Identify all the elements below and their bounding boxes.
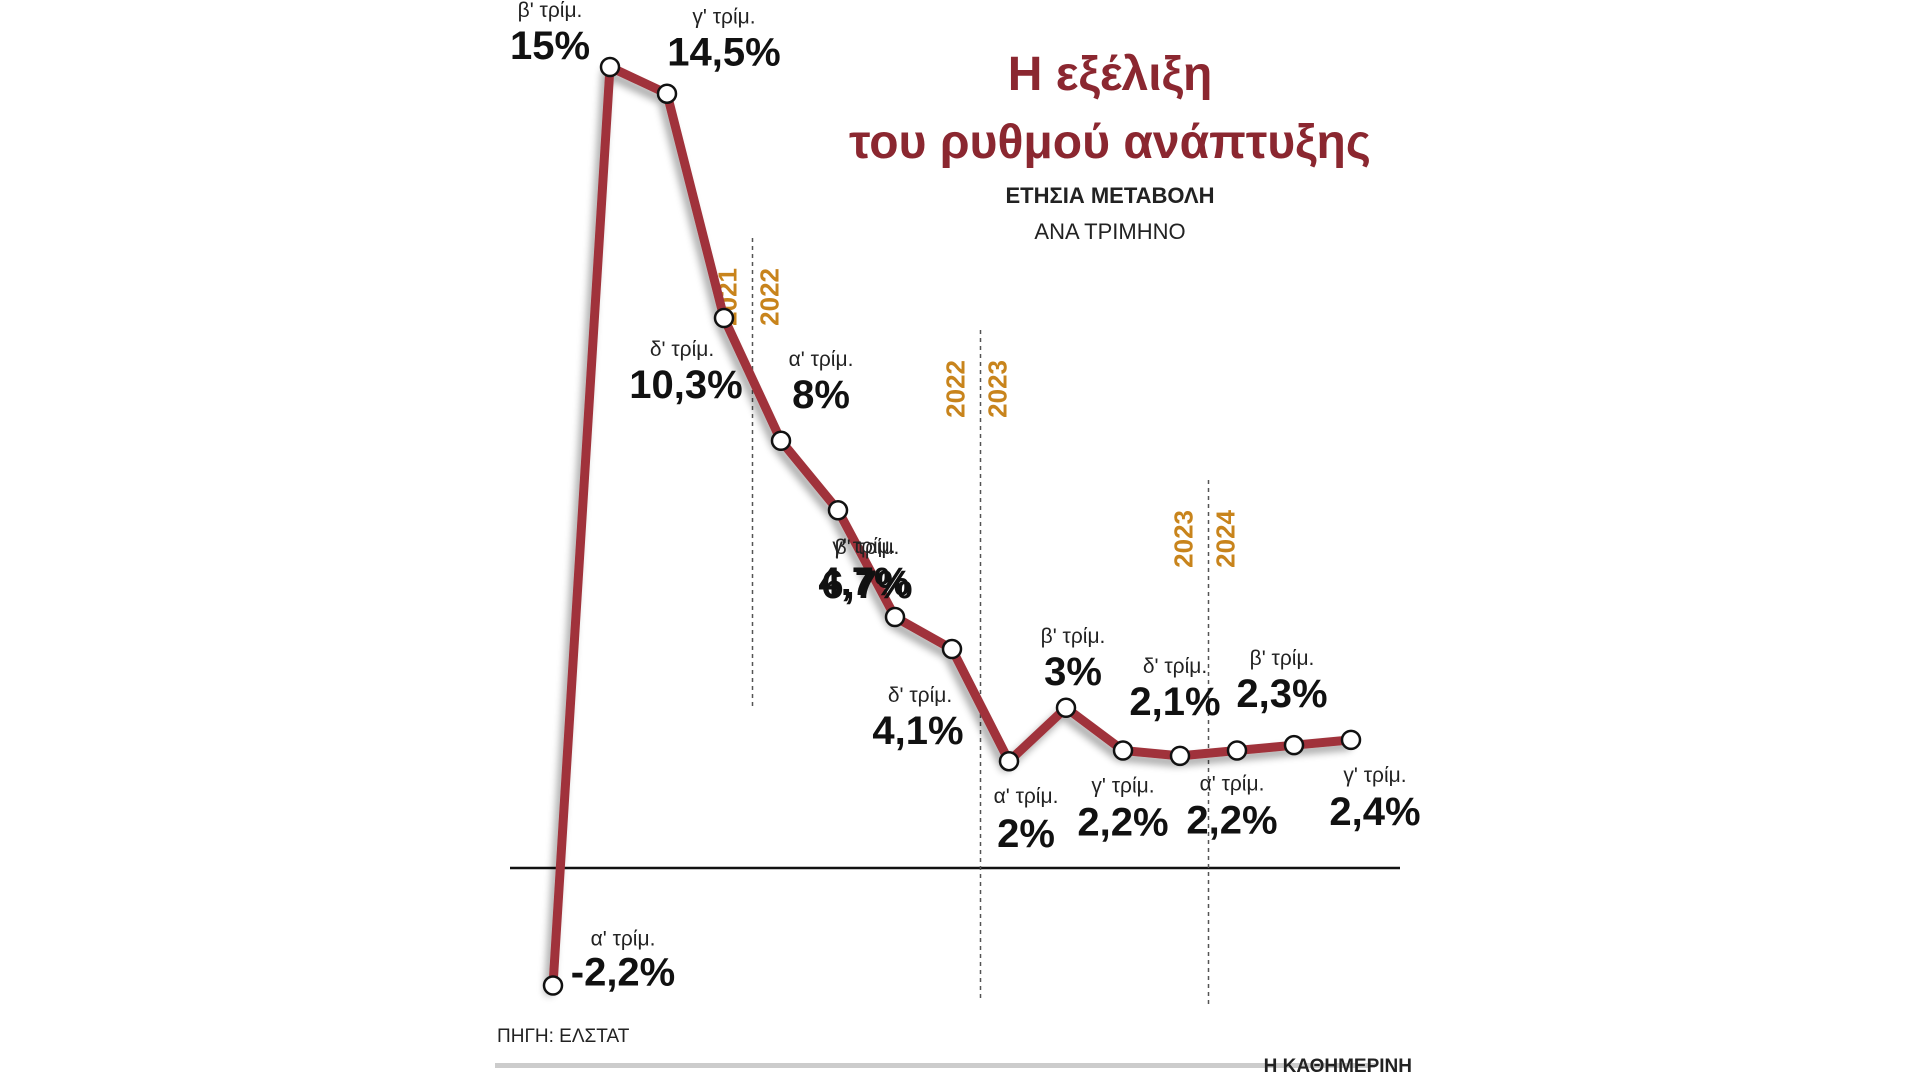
- growth-series: [542, 56, 1362, 996]
- year-label-before: 2022: [941, 360, 971, 418]
- year-label-after: 2024: [1211, 509, 1241, 567]
- chart-title-line2: του ρυθμού ανάπτυξης: [849, 116, 1371, 169]
- value-label: 2,4%: [1329, 790, 1420, 834]
- value-label: 8%: [792, 373, 850, 417]
- value-label: 2,2%: [1077, 801, 1168, 845]
- quarter-label: γ' τρίμ.: [1343, 764, 1406, 787]
- value-label: -2,2%: [571, 950, 676, 994]
- quarter-label: α' τρίμ.: [789, 348, 854, 371]
- data-point: [998, 750, 1020, 772]
- data-point: [656, 83, 678, 104]
- value-label: 14,5%: [667, 31, 780, 75]
- chart-subtitle-line1: ΕΤΗΣΙΑ ΜΕΤΑΒΟΛΗ: [1006, 183, 1215, 208]
- quarter-label: α' τρίμ.: [994, 785, 1059, 808]
- data-point: [1112, 740, 1134, 761]
- value-label: 6,7%: [821, 563, 912, 607]
- value-label: 2,3%: [1236, 672, 1327, 716]
- value-label: 2,2%: [1186, 799, 1277, 843]
- value-label: 2,1%: [1129, 680, 1220, 724]
- value-label: 4,7%: [818, 560, 909, 604]
- data-point: [827, 499, 849, 521]
- value-label: 15%: [510, 24, 590, 68]
- year-label-after: 2023: [983, 360, 1013, 418]
- data-point: [1226, 740, 1248, 761]
- quarter-label: β' τρίμ.: [518, 0, 583, 22]
- chart-subtitle-line2: ΑΝΑ ΤΡΙΜΗΝΟ: [1034, 219, 1185, 244]
- quarter-label: β' τρίμ.: [835, 536, 900, 559]
- quarter-label: δ' τρίμ.: [650, 338, 714, 361]
- data-point: [542, 975, 564, 996]
- point-labels: α' τρίμ.-2,2%β' τρίμ.15%γ' τρίμ.14,5%δ' …: [510, 0, 1421, 994]
- data-point: [1169, 745, 1191, 767]
- value-label: 2%: [997, 812, 1055, 856]
- quarter-label: γ' τρίμ.: [832, 535, 895, 558]
- value-label: 3%: [1044, 650, 1102, 694]
- data-point: [884, 606, 906, 628]
- data-point: [599, 56, 621, 78]
- data-point: [1283, 734, 1305, 756]
- year-label-before: 2023: [1169, 510, 1199, 568]
- data-point: [1340, 729, 1362, 751]
- brand-name: Η ΚΑΘΗΜΕΡΙΝΗ: [1264, 1056, 1412, 1077]
- quarter-label: β' τρίμ.: [1041, 625, 1106, 648]
- quarter-label: δ' τρίμ.: [888, 684, 952, 707]
- quarter-label: γ' τρίμ.: [1091, 775, 1154, 798]
- data-point: [941, 638, 963, 660]
- quarter-label: α' τρίμ.: [1200, 773, 1265, 796]
- value-label: 10,3%: [629, 363, 742, 407]
- footer-rule: [495, 1063, 1375, 1068]
- data-point: [1055, 697, 1077, 719]
- source-note: ΠΗΓΗ: ΕΛΣΤΑΤ: [497, 1026, 630, 1047]
- chart-title-line1: Η εξέλιξη: [1008, 48, 1213, 101]
- quarter-label: α' τρίμ.: [591, 927, 656, 950]
- year-label-after: 2022: [755, 268, 785, 326]
- data-point: [713, 307, 735, 329]
- data-point: [770, 430, 792, 452]
- quarter-label: δ' τρίμ.: [1143, 655, 1207, 678]
- quarter-label: γ' τρίμ.: [692, 6, 755, 29]
- value-label: 4,1%: [872, 709, 963, 753]
- quarter-label: β' τρίμ.: [1250, 647, 1315, 670]
